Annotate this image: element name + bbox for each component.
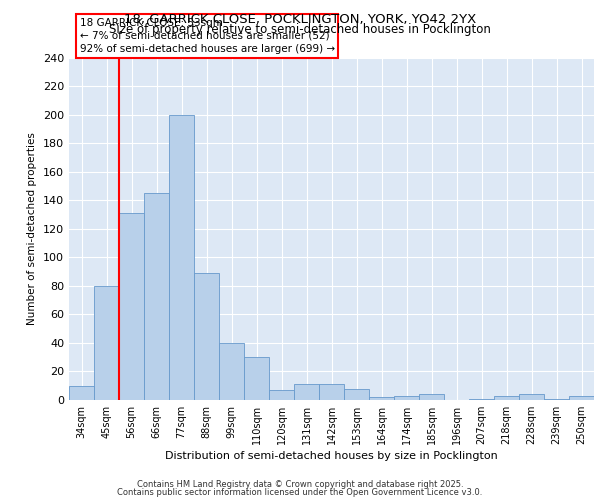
Y-axis label: Number of semi-detached properties: Number of semi-detached properties	[28, 132, 37, 325]
Bar	[169, 114, 194, 400]
Bar	[69, 386, 94, 400]
Bar	[369, 397, 394, 400]
Bar	[144, 193, 169, 400]
Bar	[269, 390, 294, 400]
Bar	[244, 357, 269, 400]
Text: 18 GARRICK CLOSE: 53sqm
← 7% of semi-detached houses are smaller (52)
92% of sem: 18 GARRICK CLOSE: 53sqm ← 7% of semi-det…	[79, 18, 335, 54]
Bar	[119, 213, 144, 400]
Bar	[494, 396, 519, 400]
Bar	[194, 273, 219, 400]
Text: Contains HM Land Registry data © Crown copyright and database right 2025.: Contains HM Land Registry data © Crown c…	[137, 480, 463, 489]
Bar	[319, 384, 344, 400]
Bar	[544, 398, 569, 400]
Bar	[219, 343, 244, 400]
Bar	[394, 396, 419, 400]
Text: 18, GARRICK CLOSE, POCKLINGTON, YORK, YO42 2YX: 18, GARRICK CLOSE, POCKLINGTON, YORK, YO…	[124, 12, 476, 26]
Bar	[344, 388, 369, 400]
Text: Contains public sector information licensed under the Open Government Licence v3: Contains public sector information licen…	[118, 488, 482, 497]
X-axis label: Distribution of semi-detached houses by size in Pocklington: Distribution of semi-detached houses by …	[165, 451, 498, 461]
Text: Size of property relative to semi-detached houses in Pocklington: Size of property relative to semi-detach…	[109, 22, 491, 36]
Bar	[294, 384, 319, 400]
Bar	[94, 286, 119, 400]
Bar	[419, 394, 444, 400]
Bar	[469, 398, 494, 400]
Bar	[519, 394, 544, 400]
Bar	[569, 396, 594, 400]
